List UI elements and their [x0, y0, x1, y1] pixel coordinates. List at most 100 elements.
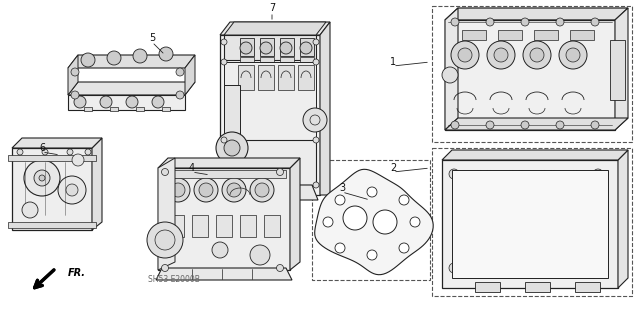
Bar	[240, 215, 256, 237]
Polygon shape	[12, 138, 102, 148]
Polygon shape	[156, 268, 292, 280]
Circle shape	[166, 178, 190, 202]
Bar	[8, 222, 96, 228]
Bar	[162, 107, 170, 111]
Bar	[475, 282, 500, 292]
Bar	[216, 215, 232, 237]
Circle shape	[147, 222, 183, 258]
Circle shape	[199, 183, 213, 197]
Text: 5: 5	[149, 33, 155, 43]
Circle shape	[559, 41, 587, 69]
Circle shape	[100, 96, 112, 108]
Polygon shape	[224, 62, 316, 140]
Circle shape	[67, 149, 73, 155]
Circle shape	[280, 42, 292, 54]
Circle shape	[276, 169, 284, 175]
Circle shape	[313, 59, 319, 65]
Circle shape	[399, 243, 409, 253]
Polygon shape	[618, 150, 628, 288]
Bar	[168, 215, 184, 237]
Bar	[84, 107, 92, 111]
Circle shape	[71, 68, 79, 76]
Text: 4: 4	[189, 163, 195, 173]
Circle shape	[240, 42, 252, 54]
Bar	[264, 215, 280, 237]
Circle shape	[250, 178, 274, 202]
Text: 3: 3	[339, 183, 345, 193]
Circle shape	[212, 242, 228, 258]
Polygon shape	[158, 158, 300, 168]
Bar	[300, 57, 314, 69]
Circle shape	[159, 47, 173, 61]
Circle shape	[194, 178, 218, 202]
Circle shape	[367, 187, 377, 197]
Text: 1: 1	[390, 57, 396, 67]
Circle shape	[276, 264, 284, 272]
Circle shape	[216, 132, 248, 164]
Circle shape	[335, 195, 345, 205]
Polygon shape	[258, 65, 274, 90]
Bar	[534, 30, 558, 40]
Circle shape	[161, 169, 168, 175]
Circle shape	[399, 195, 409, 205]
Polygon shape	[442, 160, 618, 288]
Circle shape	[523, 41, 551, 69]
Circle shape	[34, 170, 50, 186]
Bar	[610, 40, 625, 100]
Circle shape	[66, 184, 78, 196]
Circle shape	[566, 48, 580, 62]
Circle shape	[575, 250, 585, 260]
Bar	[462, 30, 486, 40]
Circle shape	[221, 182, 227, 188]
Polygon shape	[12, 148, 92, 230]
Circle shape	[17, 149, 23, 155]
Circle shape	[39, 175, 45, 181]
Polygon shape	[68, 95, 185, 110]
Circle shape	[313, 137, 319, 143]
Bar	[452, 170, 608, 278]
Bar	[8, 155, 96, 161]
Circle shape	[449, 263, 459, 273]
Polygon shape	[224, 35, 316, 60]
Circle shape	[593, 169, 603, 179]
Polygon shape	[68, 82, 195, 95]
Circle shape	[260, 42, 272, 54]
Circle shape	[221, 59, 227, 65]
Circle shape	[222, 178, 246, 202]
Polygon shape	[220, 22, 330, 35]
Bar	[575, 282, 600, 292]
Bar	[525, 282, 550, 292]
Circle shape	[24, 160, 60, 196]
Circle shape	[530, 48, 544, 62]
Circle shape	[250, 245, 270, 265]
Circle shape	[442, 67, 458, 83]
Bar	[260, 57, 274, 69]
Circle shape	[593, 263, 603, 273]
Circle shape	[22, 202, 38, 218]
Circle shape	[155, 230, 175, 250]
Circle shape	[486, 18, 494, 26]
Circle shape	[556, 18, 564, 26]
Circle shape	[133, 49, 147, 63]
Bar	[498, 30, 522, 40]
Circle shape	[373, 210, 397, 234]
Text: FR.: FR.	[68, 268, 86, 278]
Circle shape	[449, 169, 459, 179]
Circle shape	[303, 108, 327, 132]
Polygon shape	[442, 150, 628, 160]
Bar	[240, 57, 254, 69]
Circle shape	[410, 217, 420, 227]
Polygon shape	[222, 185, 318, 200]
Polygon shape	[315, 169, 433, 275]
Bar	[192, 215, 208, 237]
Circle shape	[487, 41, 515, 69]
Circle shape	[486, 121, 494, 129]
Circle shape	[176, 91, 184, 99]
Circle shape	[176, 68, 184, 76]
Bar	[110, 107, 118, 111]
Polygon shape	[445, 8, 458, 130]
Text: 6: 6	[39, 143, 45, 153]
Circle shape	[72, 154, 84, 166]
Polygon shape	[298, 65, 314, 90]
Circle shape	[591, 121, 599, 129]
